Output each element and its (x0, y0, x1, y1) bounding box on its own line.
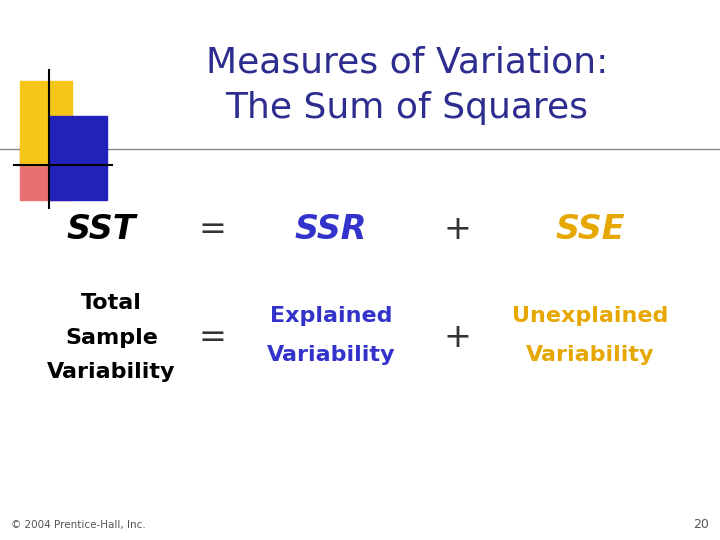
Text: +: + (444, 321, 471, 354)
Text: 20: 20 (693, 518, 709, 531)
Text: Variability: Variability (267, 345, 395, 366)
Bar (20, 81, 72, 165)
Text: Variability: Variability (526, 345, 654, 366)
Text: SST: SST (66, 213, 135, 246)
Text: Variability: Variability (48, 361, 176, 382)
Text: Unexplained: Unexplained (512, 306, 669, 326)
Text: © 2004 Prentice-Hall, Inc.: © 2004 Prentice-Hall, Inc. (11, 520, 145, 530)
Text: Total: Total (81, 293, 142, 314)
Bar (20, 146, 72, 200)
Text: =: = (199, 213, 226, 246)
Text: SSE: SSE (556, 213, 625, 246)
Text: =: = (199, 321, 226, 354)
Text: The Sum of Squares: The Sum of Squares (225, 91, 588, 125)
Text: SSR: SSR (295, 213, 367, 246)
Text: Explained: Explained (270, 306, 392, 326)
Text: +: + (444, 213, 471, 246)
Text: Measures of Variation:: Measures of Variation: (206, 45, 608, 79)
Bar (49, 116, 107, 200)
Text: Sample: Sample (66, 327, 158, 348)
